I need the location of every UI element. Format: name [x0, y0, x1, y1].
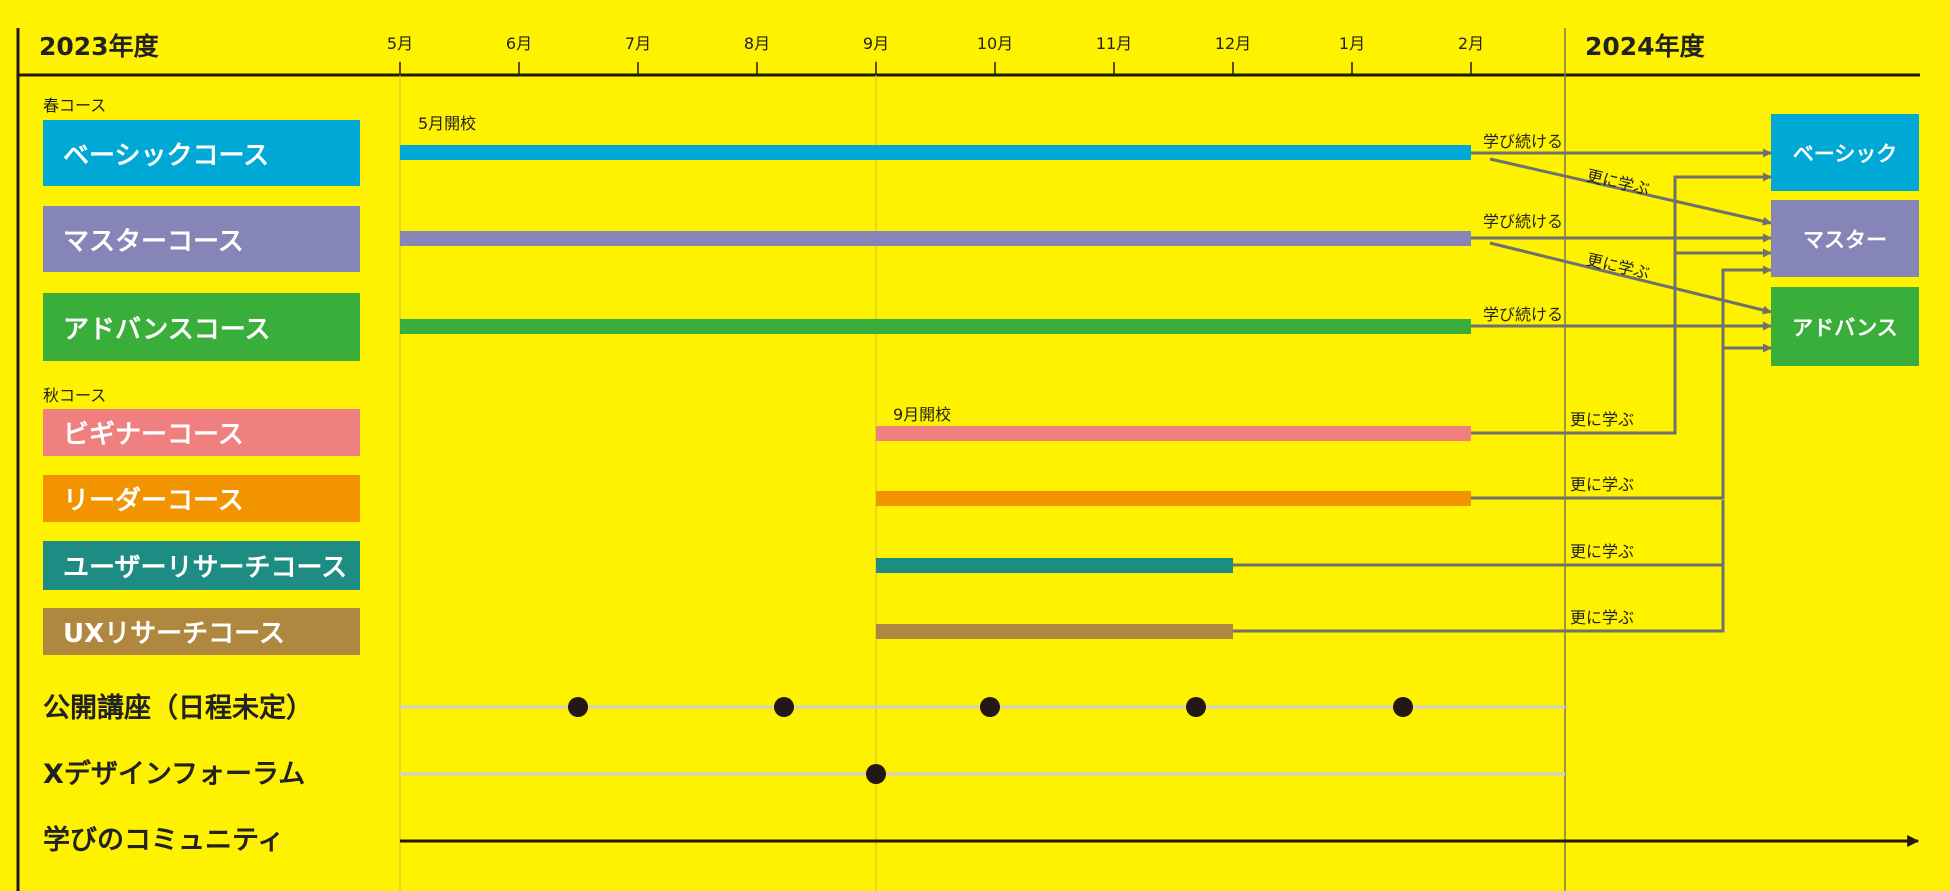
basic-course-button[interactable]: ベーシックコース: [43, 120, 360, 186]
month-label-oct: 10月: [976, 34, 1014, 53]
month-ticks: [399, 62, 1472, 75]
ux-research-course-button[interactable]: UXリサーチコース: [43, 608, 360, 655]
dest-master-box[interactable]: マスター: [1771, 200, 1919, 277]
further-label-beginner: 更に学ぶ: [1570, 410, 1635, 429]
month-label-sep: 9月: [862, 34, 890, 53]
basic-course-bar: [400, 145, 1471, 160]
dest-advance-box[interactable]: アドバンス: [1771, 287, 1919, 366]
month-label-dec: 12月: [1214, 34, 1252, 53]
autumn-further-routes: [1233, 172, 1772, 633]
leader-course-button[interactable]: リーダーコース: [43, 475, 360, 522]
forum-dot: [866, 764, 886, 784]
month-label-aug: 8月: [743, 34, 771, 53]
month-label-may: 5月: [386, 34, 414, 53]
continue-label-advance: 学び続ける: [1483, 305, 1564, 324]
year-start-label: 2023年度: [39, 32, 159, 61]
master-course-button[interactable]: マスターコース: [43, 206, 360, 272]
continue-label-basic: 学び続ける: [1483, 132, 1564, 151]
community-label: 学びのコミュニティ: [43, 825, 285, 856]
user-research-course-button[interactable]: ユーザーリサーチコース: [43, 541, 360, 590]
advance-course-bar: [400, 319, 1471, 334]
month-label-nov: 11月: [1095, 34, 1133, 53]
public-lecture-label: 公開講座（日程未定）: [43, 693, 313, 724]
month-label-jun: 6月: [505, 34, 533, 53]
dest-basic-box[interactable]: ベーシック: [1771, 114, 1919, 191]
leader-course-bar: [876, 491, 1471, 506]
beginner-course-bar: [876, 426, 1471, 441]
public-lecture-dots: [568, 697, 1413, 717]
spring-section-label: 春コース: [43, 96, 107, 115]
year-end-label: 2024年度: [1585, 32, 1705, 61]
further-label-ux-research: 更に学ぶ: [1570, 608, 1635, 627]
autumn-section-label: 秋コース: [43, 386, 107, 405]
further-label-leader: 更に学ぶ: [1570, 475, 1635, 494]
month-label-jan: 1月: [1338, 34, 1366, 53]
month-label-jul: 7月: [624, 34, 652, 53]
spring-open-note: 5月開校: [418, 114, 477, 133]
further-label-user-research: 更に学ぶ: [1570, 542, 1635, 561]
continue-arrows: [1471, 148, 1772, 331]
user-research-course-bar: [876, 558, 1233, 573]
forum-label: Xデザインフォーラム: [43, 759, 306, 790]
advance-course-button[interactable]: アドバンスコース: [43, 293, 360, 361]
month-label-feb: 2月: [1457, 34, 1485, 53]
master-course-bar: [400, 231, 1471, 246]
beginner-course-button[interactable]: ビギナーコース: [43, 409, 360, 456]
autumn-open-note: 9月開校: [893, 405, 952, 424]
ux-research-course-bar: [876, 624, 1233, 639]
continue-label-master: 学び続ける: [1483, 212, 1564, 231]
